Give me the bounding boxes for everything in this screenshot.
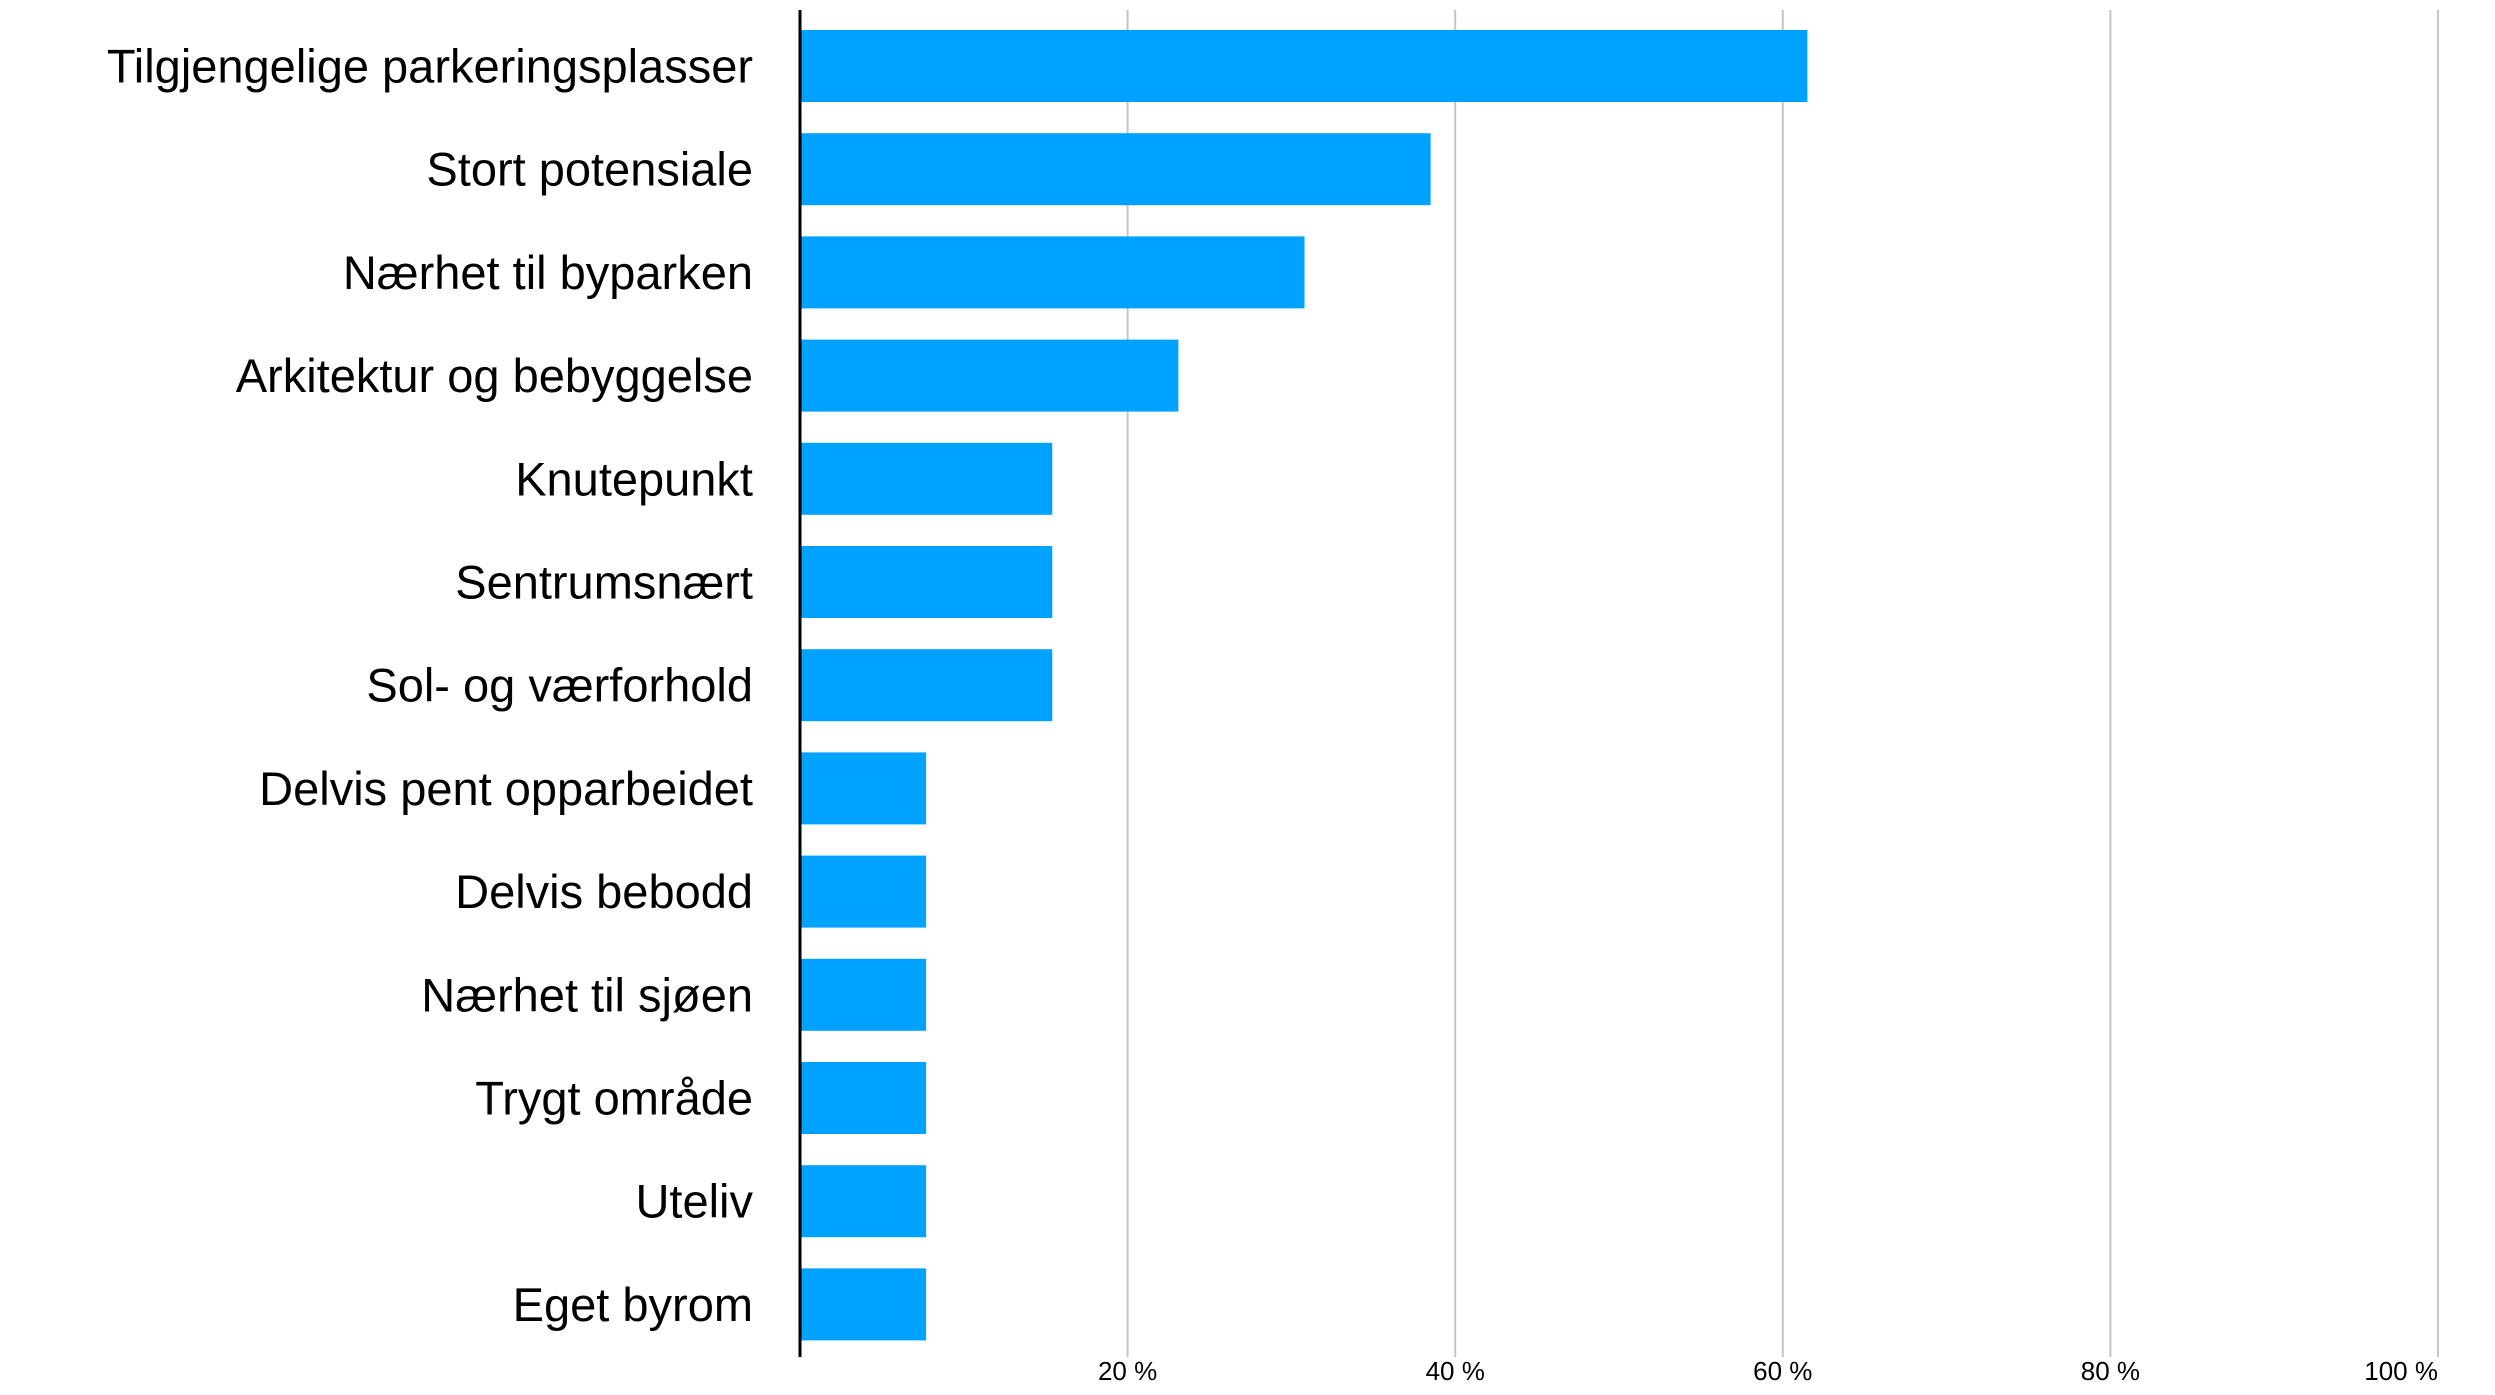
category-label-9: Nærhet til sjøen [421, 968, 753, 1021]
bar-9 [800, 958, 927, 1031]
category-label-0: Tilgjengelige parkeringsplasser [107, 40, 753, 93]
category-labels: Tilgjengelige parkeringsplasser Stort pot… [107, 40, 754, 1331]
bar-2 [800, 236, 1305, 309]
category-label-4: Knutepunkt [515, 452, 753, 505]
bar-11 [800, 1165, 927, 1238]
bar-4 [800, 442, 1053, 515]
category-label-12: Eget byrom [513, 1278, 753, 1331]
tick-labels: 20 % 40 % 60 % 80 % 100 % [1098, 1356, 2438, 1386]
x-tick-label-80: 80 % [2081, 1356, 2140, 1386]
category-label-10: Trygt område [475, 1072, 753, 1125]
category-label-3: Arkitektur og bebyggelse [236, 349, 753, 402]
x-tick-label-60: 60 % [1753, 1356, 1812, 1386]
bar-0 [800, 30, 1808, 102]
category-label-6: Sol- og værforhold [366, 659, 753, 712]
gridlines [1126, 10, 2439, 1357]
bars [800, 30, 1808, 1341]
bar-10 [800, 1062, 927, 1134]
category-label-11: Uteliv [635, 1175, 753, 1228]
bar-1 [800, 133, 1431, 206]
category-label-1: Stort potensiale [426, 143, 753, 196]
category-label-8: Delvis bebodd [455, 865, 753, 918]
x-tick-label-20: 20 % [1098, 1356, 1157, 1386]
bar-6 [800, 649, 1053, 722]
x-tick-label-100: 100 % [2364, 1356, 2438, 1386]
bar-3 [800, 339, 1179, 412]
bar-8 [800, 855, 927, 928]
category-label-2: Nærhet til byparken [343, 246, 753, 299]
category-label-7: Delvis pent opparbeidet [259, 762, 753, 815]
bar-7 [800, 752, 927, 825]
bar-12 [800, 1268, 927, 1341]
x-tick-label-40: 40 % [1426, 1356, 1485, 1386]
category-label-5: Sentrumsnært [455, 556, 753, 609]
bar-5 [800, 546, 1053, 618]
